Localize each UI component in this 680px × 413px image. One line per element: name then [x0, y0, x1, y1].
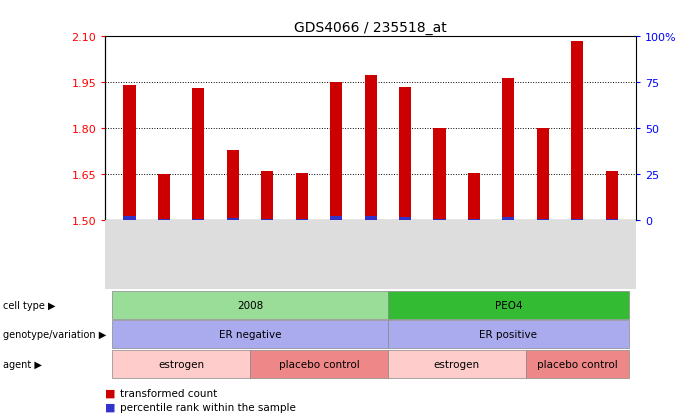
- Bar: [606, 172, 617, 221]
- Bar: [364, 76, 377, 221]
- Text: ER positive: ER positive: [479, 330, 537, 339]
- Bar: [399, 218, 411, 221]
- Bar: [261, 172, 273, 221]
- Text: genotype/variation ▶: genotype/variation ▶: [3, 330, 107, 339]
- Title: GDS4066 / 235518_at: GDS4066 / 235518_at: [294, 21, 447, 35]
- Bar: [330, 216, 342, 221]
- Bar: [158, 220, 170, 221]
- Bar: [364, 217, 377, 221]
- Text: ER negative: ER negative: [219, 330, 282, 339]
- Bar: [158, 175, 170, 221]
- Text: 2008: 2008: [237, 300, 263, 310]
- Bar: [296, 219, 308, 221]
- Bar: [124, 86, 135, 221]
- Text: ■: ■: [105, 388, 116, 398]
- Bar: [227, 219, 239, 221]
- Bar: [571, 219, 583, 221]
- Bar: [330, 83, 342, 221]
- Bar: [399, 88, 411, 221]
- Bar: [192, 220, 205, 221]
- Text: cell type ▶: cell type ▶: [3, 300, 56, 310]
- Bar: [468, 173, 480, 221]
- Text: transformed count: transformed count: [120, 388, 218, 398]
- Text: agent ▶: agent ▶: [3, 359, 42, 369]
- Text: estrogen: estrogen: [158, 359, 204, 369]
- Bar: [433, 219, 445, 221]
- Text: PEO4: PEO4: [494, 300, 522, 310]
- Bar: [227, 150, 239, 221]
- Bar: [468, 219, 480, 221]
- Bar: [537, 129, 549, 221]
- Bar: [503, 78, 514, 221]
- Text: percentile rank within the sample: percentile rank within the sample: [120, 402, 296, 412]
- Bar: [124, 216, 135, 221]
- Text: placebo control: placebo control: [537, 359, 617, 369]
- Bar: [571, 42, 583, 221]
- Text: estrogen: estrogen: [434, 359, 480, 369]
- Bar: [261, 220, 273, 221]
- Text: ■: ■: [105, 402, 116, 412]
- Bar: [606, 220, 617, 221]
- Bar: [433, 129, 445, 221]
- Text: placebo control: placebo control: [279, 359, 359, 369]
- Bar: [503, 218, 514, 221]
- Bar: [192, 89, 205, 221]
- Bar: [537, 219, 549, 221]
- Bar: [296, 173, 308, 221]
